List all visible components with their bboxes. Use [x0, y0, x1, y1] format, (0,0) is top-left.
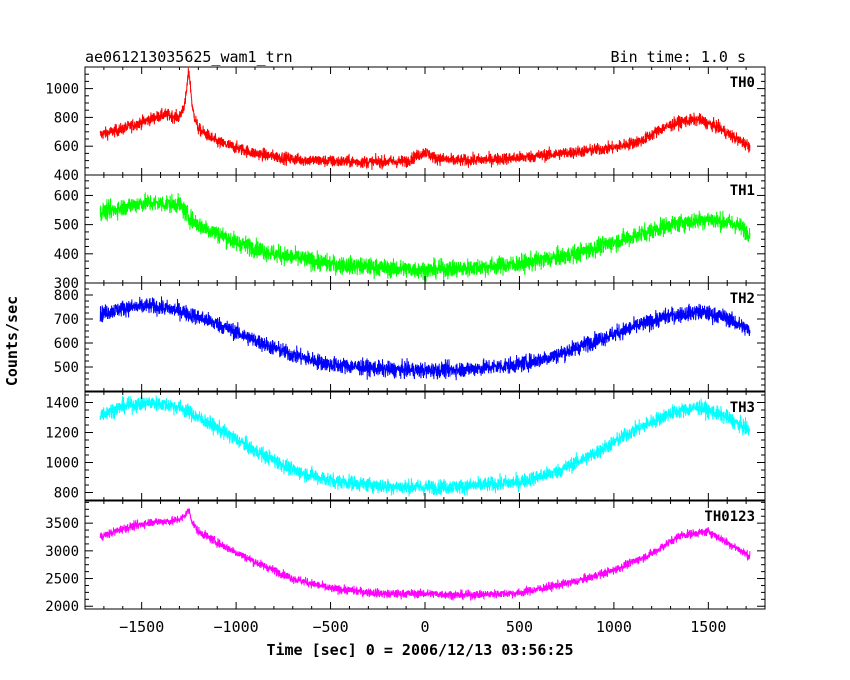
- y-tick-label: 600: [54, 336, 79, 352]
- x-tick-label: −1500: [119, 618, 164, 636]
- panel-th1: 300 400 500 600 TH1: [54, 174, 766, 292]
- y-tick-label: 1000: [45, 456, 79, 472]
- x-tick-label: 1500: [690, 618, 726, 636]
- x-tick-label: −1000: [214, 618, 259, 636]
- bin-time-label: Bin time: 1.0 s: [611, 48, 746, 66]
- y-tick-label: 600: [54, 188, 79, 204]
- y-tick-label: 800: [54, 486, 79, 502]
- y-tick-label: 700: [54, 312, 79, 328]
- x-tick-label: 0: [420, 618, 429, 636]
- x-axis: −1500 −1000 −500 0 500 1000 1500: [119, 618, 726, 636]
- y-tick-label: 400: [54, 247, 79, 263]
- panel-th0123: 2000 2500 3000 3500 TH0123: [45, 500, 766, 615]
- y-tick-label: 400: [54, 168, 79, 184]
- panel-th0: 400 600 800 1000 TH0: [45, 66, 766, 184]
- x-axis-label: Time [sec] 0 = 2006/12/13 03:56:25: [266, 641, 573, 659]
- panel-label: TH0: [730, 75, 755, 91]
- y-tick-label: 1000: [45, 82, 79, 98]
- series-line-th3: [99, 395, 751, 497]
- y-tick-label: 500: [54, 218, 79, 234]
- x-tick-label: 500: [506, 618, 533, 636]
- series-line-th0123: [99, 508, 751, 601]
- y-tick-label: 3000: [45, 544, 79, 560]
- y-tick-label: 1400: [45, 396, 79, 412]
- chart-title: ae061213035625_wam1_trn: [85, 48, 293, 66]
- series-line-th0: [99, 67, 751, 170]
- panel-frame: [84, 282, 766, 392]
- y-tick-label: 300: [54, 276, 79, 292]
- y-tick-label: 800: [54, 110, 79, 126]
- x-tick-label: −500: [312, 618, 348, 636]
- y-tick-label: 800: [54, 288, 79, 304]
- panel-th2: 500 600 700 800 TH2: [54, 282, 766, 392]
- panel-label: TH1: [730, 183, 755, 199]
- y-tick-label: 500: [54, 360, 79, 376]
- panel-label: TH3: [730, 400, 755, 416]
- panel-label: TH2: [730, 291, 755, 307]
- series-line-th2: [99, 296, 751, 381]
- panel-th3: 800 1000 1200 1400 TH3: [45, 391, 766, 502]
- y-tick-label: 3500: [45, 516, 79, 532]
- panel-label: TH0123: [704, 509, 755, 525]
- y-axis-label: Counts/sec: [3, 296, 21, 386]
- y-tick-label: 2500: [45, 572, 79, 588]
- y-tick-label: 1200: [45, 426, 79, 442]
- x-tick-label: 1000: [596, 618, 632, 636]
- panels-group: 400 600 800 1000 TH0 300 400 500 600 TH1 500 600 700…: [45, 66, 766, 615]
- series-line-th1: [99, 192, 751, 282]
- y-tick-label: 2000: [45, 599, 79, 615]
- y-tick-label: 600: [54, 139, 79, 155]
